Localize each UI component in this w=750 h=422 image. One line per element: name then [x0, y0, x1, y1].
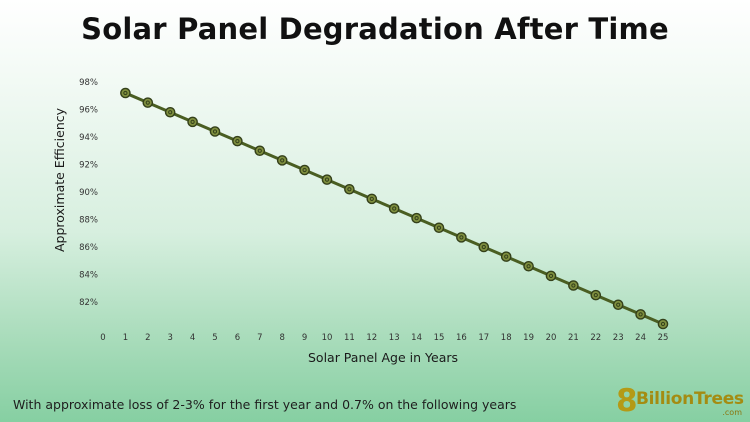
data-point — [232, 135, 243, 147]
y-tick-label: 88% — [79, 216, 98, 226]
data-point — [590, 289, 602, 301]
data-point-center — [369, 196, 374, 201]
data-point-center — [571, 283, 576, 288]
y-tick-label: 82% — [79, 298, 98, 308]
data-point-center — [168, 110, 173, 115]
y-tick-label: 92% — [79, 161, 98, 171]
data-point — [612, 299, 624, 311]
y-tick-label: 94% — [79, 133, 98, 143]
data-point-center — [616, 302, 621, 307]
data-point-center — [212, 129, 218, 134]
data-point-center — [324, 177, 330, 182]
data-point — [366, 193, 378, 205]
data-point — [344, 183, 355, 195]
x-tick-label: 5 — [212, 333, 217, 343]
data-point-center — [548, 273, 554, 278]
data-point-center — [660, 321, 666, 327]
x-tick-label: 6 — [235, 333, 240, 343]
y-tick-label: 84% — [79, 271, 98, 281]
x-axis-label: Solar Panel Age in Years — [308, 350, 458, 365]
data-point-center — [526, 264, 531, 269]
data-point-center — [257, 148, 262, 153]
data-point — [433, 222, 445, 234]
x-tick-label: 16 — [456, 333, 467, 343]
data-point — [164, 106, 176, 118]
data-point — [545, 270, 557, 282]
y-axis-label: Approximate Efficiency — [52, 107, 67, 252]
y-tick-label: 86% — [79, 243, 98, 253]
data-point-center — [280, 158, 285, 163]
x-tick-label: 12 — [366, 333, 377, 343]
data-point — [321, 174, 333, 185]
logo-digit: 8 — [616, 383, 638, 419]
x-tick-label: 1 — [123, 333, 128, 343]
data-points — [120, 87, 669, 330]
data-point-center — [504, 254, 509, 259]
data-point — [411, 212, 422, 224]
data-point — [187, 116, 198, 128]
data-point — [478, 241, 490, 253]
x-tick-label: 25 — [658, 333, 669, 343]
data-point — [657, 318, 669, 330]
data-point-center — [392, 206, 397, 211]
x-tick-label: 0 — [100, 333, 105, 343]
y-tick-label: 98% — [79, 78, 98, 88]
data-point — [456, 232, 467, 243]
data-point-center — [593, 293, 598, 298]
data-point-center — [459, 235, 464, 240]
x-tick-label: 9 — [302, 333, 307, 343]
x-tick-label: 17 — [478, 333, 489, 343]
logo-suffix: .com — [722, 408, 742, 417]
x-tick-label: 15 — [434, 333, 445, 343]
x-tick-label: 19 — [523, 333, 534, 343]
x-tick-label: 4 — [190, 333, 195, 343]
data-point-center — [347, 187, 352, 192]
data-point-center — [123, 90, 128, 96]
x-tick-label: 22 — [590, 333, 601, 343]
x-axis-ticks: 0 1 2 3 4 5 6 7 8 9 10 11 12 13 14 15 16 17 18 19 20 21 22 23 24… — [100, 333, 668, 343]
y-tick-label: 90% — [79, 188, 98, 198]
x-tick-label: 2 — [145, 333, 150, 343]
data-point — [523, 260, 534, 272]
data-point-center — [414, 216, 419, 221]
x-tick-label: 20 — [546, 333, 557, 343]
logo-name: BillionTrees — [636, 389, 744, 409]
x-tick-label: 13 — [389, 333, 400, 343]
brand-logo[interactable]: 8 BillionTrees .com — [616, 383, 746, 420]
data-point — [142, 97, 154, 108]
data-point — [388, 203, 400, 214]
data-point-center — [145, 100, 150, 105]
x-tick-label: 18 — [501, 333, 512, 343]
data-point — [500, 251, 512, 262]
data-point — [254, 145, 266, 157]
y-axis-ticks: 98% 96% 94% 92% 90% 88% 86% 84% 82% — [79, 78, 98, 308]
x-tick-label: 8 — [279, 333, 284, 343]
x-tick-label: 14 — [411, 333, 422, 343]
data-point — [635, 309, 646, 320]
x-tick-label: 24 — [635, 333, 646, 343]
data-point — [299, 164, 310, 176]
data-point-center — [302, 167, 307, 173]
x-tick-label: 3 — [167, 333, 172, 343]
x-tick-label: 7 — [257, 333, 262, 343]
chart-title: Solar Panel Degradation After Time — [81, 12, 669, 46]
data-point — [276, 155, 288, 166]
x-tick-label: 10 — [322, 333, 333, 343]
x-tick-label: 11 — [344, 333, 355, 343]
footnote: With approximate loss of 2-3% for the fi… — [13, 397, 517, 412]
y-tick-label: 96% — [79, 106, 98, 116]
x-tick-label: 23 — [613, 333, 624, 343]
data-point-center — [436, 225, 442, 230]
data-point — [120, 87, 131, 99]
data-point — [568, 280, 579, 291]
data-point — [209, 126, 221, 137]
data-point-center — [638, 312, 643, 317]
data-point-center — [190, 119, 195, 124]
data-point-center — [235, 139, 240, 144]
x-tick-label: 21 — [568, 333, 579, 343]
data-point-center — [481, 244, 486, 250]
